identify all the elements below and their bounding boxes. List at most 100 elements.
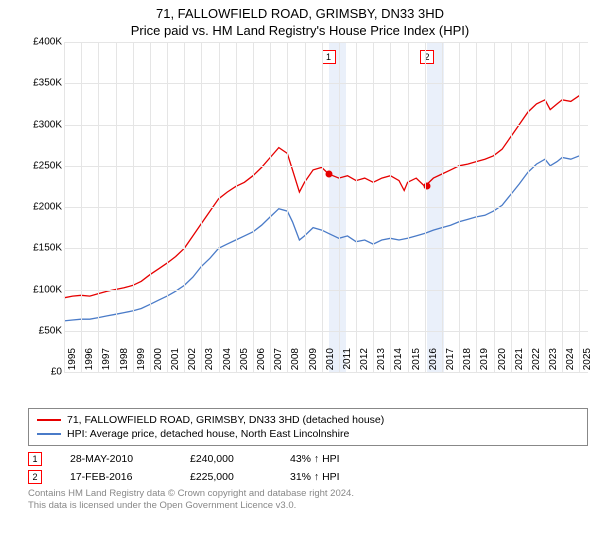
y-gridline bbox=[64, 331, 588, 332]
legend-label: 71, FALLOWFIELD ROAD, GRIMSBY, DN33 3HD … bbox=[67, 414, 384, 426]
x-tick-label: 2008 bbox=[290, 348, 301, 376]
y-gridline bbox=[64, 248, 588, 249]
x-tick-label: 2006 bbox=[256, 348, 267, 376]
x-gridline bbox=[201, 42, 202, 372]
x-gridline bbox=[545, 42, 546, 372]
x-tick-label: 2014 bbox=[393, 348, 404, 376]
x-gridline bbox=[150, 42, 151, 372]
x-gridline bbox=[184, 42, 185, 372]
x-gridline bbox=[81, 42, 82, 372]
x-gridline bbox=[356, 42, 357, 372]
y-tick-label: £50K bbox=[28, 325, 62, 336]
x-gridline bbox=[339, 42, 340, 372]
x-tick-label: 2020 bbox=[497, 348, 508, 376]
x-tick-label: 1996 bbox=[84, 348, 95, 376]
x-gridline bbox=[579, 42, 580, 372]
x-gridline bbox=[253, 42, 254, 372]
footer-text: Contains HM Land Registry data © Crown c… bbox=[28, 488, 588, 513]
x-gridline bbox=[322, 42, 323, 372]
y-tick-label: £200K bbox=[28, 202, 62, 213]
y-tick-label: £350K bbox=[28, 78, 62, 89]
sale-date: 17-FEB-2016 bbox=[70, 471, 170, 483]
x-gridline bbox=[528, 42, 529, 372]
sale-price: £225,000 bbox=[190, 471, 270, 483]
x-gridline bbox=[133, 42, 134, 372]
y-tick-label: £300K bbox=[28, 119, 62, 130]
legend-swatch bbox=[37, 433, 61, 435]
legend-item: 71, FALLOWFIELD ROAD, GRIMSBY, DN33 3HD … bbox=[37, 413, 579, 427]
x-tick-label: 2016 bbox=[428, 348, 439, 376]
x-gridline bbox=[98, 42, 99, 372]
sales-table: 1 28-MAY-2010 £240,000 43% ↑ HPI 2 17-FEB-201… bbox=[28, 450, 600, 486]
x-gridline bbox=[425, 42, 426, 372]
x-gridline bbox=[408, 42, 409, 372]
x-gridline bbox=[511, 42, 512, 372]
sale-marker-label: 1 bbox=[322, 50, 336, 64]
sale-marker-label: 2 bbox=[420, 50, 434, 64]
sale-index-box: 1 bbox=[28, 452, 42, 466]
x-gridline bbox=[305, 42, 306, 372]
chart-area: 12 £0£50K£100K£150K£200K£250K£300K£350K£… bbox=[28, 42, 588, 402]
y-gridline bbox=[64, 42, 588, 43]
x-gridline bbox=[494, 42, 495, 372]
x-tick-label: 1997 bbox=[101, 348, 112, 376]
x-gridline bbox=[167, 42, 168, 372]
y-gridline bbox=[64, 83, 588, 84]
x-tick-label: 2004 bbox=[222, 348, 233, 376]
x-tick-label: 2024 bbox=[565, 348, 576, 376]
y-tick-label: £400K bbox=[28, 37, 62, 48]
x-tick-label: 2022 bbox=[531, 348, 542, 376]
x-tick-label: 2001 bbox=[170, 348, 181, 376]
x-tick-label: 2005 bbox=[239, 348, 250, 376]
x-tick-label: 2013 bbox=[376, 348, 387, 376]
chart-title-line2: Price paid vs. HM Land Registry's House … bbox=[0, 21, 600, 42]
y-gridline bbox=[64, 166, 588, 167]
x-tick-label: 2011 bbox=[342, 348, 353, 376]
sale-row: 1 28-MAY-2010 £240,000 43% ↑ HPI bbox=[28, 450, 600, 468]
y-tick-label: £0 bbox=[28, 367, 62, 378]
x-tick-label: 2015 bbox=[411, 348, 422, 376]
x-tick-label: 2002 bbox=[187, 348, 198, 376]
x-tick-label: 1995 bbox=[67, 348, 78, 376]
x-gridline bbox=[390, 42, 391, 372]
x-gridline bbox=[270, 42, 271, 372]
legend-item: HPI: Average price, detached house, Nort… bbox=[37, 427, 579, 441]
x-gridline bbox=[459, 42, 460, 372]
x-tick-label: 2012 bbox=[359, 348, 370, 376]
y-tick-label: £150K bbox=[28, 243, 62, 254]
x-gridline bbox=[219, 42, 220, 372]
y-gridline bbox=[64, 207, 588, 208]
legend-box: 71, FALLOWFIELD ROAD, GRIMSBY, DN33 3HD … bbox=[28, 408, 588, 446]
sale-index-box: 2 bbox=[28, 470, 42, 484]
x-tick-label: 1998 bbox=[119, 348, 130, 376]
sale-date: 28-MAY-2010 bbox=[70, 453, 170, 465]
x-tick-label: 2010 bbox=[325, 348, 336, 376]
x-tick-label: 2021 bbox=[514, 348, 525, 376]
x-tick-label: 2003 bbox=[204, 348, 215, 376]
legend-swatch bbox=[37, 419, 61, 421]
x-tick-label: 2017 bbox=[445, 348, 456, 376]
x-tick-label: 2007 bbox=[273, 348, 284, 376]
x-gridline bbox=[236, 42, 237, 372]
sale-diff: 43% ↑ HPI bbox=[290, 453, 380, 465]
y-tick-label: £250K bbox=[28, 160, 62, 171]
x-tick-label: 2023 bbox=[548, 348, 559, 376]
legend-label: HPI: Average price, detached house, Nort… bbox=[67, 428, 349, 440]
footer-line1: Contains HM Land Registry data © Crown c… bbox=[28, 488, 588, 500]
x-gridline bbox=[442, 42, 443, 372]
y-gridline bbox=[64, 125, 588, 126]
x-tick-label: 2019 bbox=[479, 348, 490, 376]
y-tick-label: £100K bbox=[28, 284, 62, 295]
x-gridline bbox=[287, 42, 288, 372]
x-tick-label: 2000 bbox=[153, 348, 164, 376]
sale-price: £240,000 bbox=[190, 453, 270, 465]
x-gridline bbox=[116, 42, 117, 372]
x-tick-label: 2009 bbox=[308, 348, 319, 376]
chart-container: 71, FALLOWFIELD ROAD, GRIMSBY, DN33 3HD … bbox=[0, 0, 600, 560]
x-gridline bbox=[373, 42, 374, 372]
sale-row: 2 17-FEB-2016 £225,000 31% ↑ HPI bbox=[28, 468, 600, 486]
x-tick-label: 2025 bbox=[582, 348, 593, 376]
sale-marker-dot bbox=[325, 171, 332, 178]
sale-diff: 31% ↑ HPI bbox=[290, 471, 380, 483]
y-gridline bbox=[64, 290, 588, 291]
